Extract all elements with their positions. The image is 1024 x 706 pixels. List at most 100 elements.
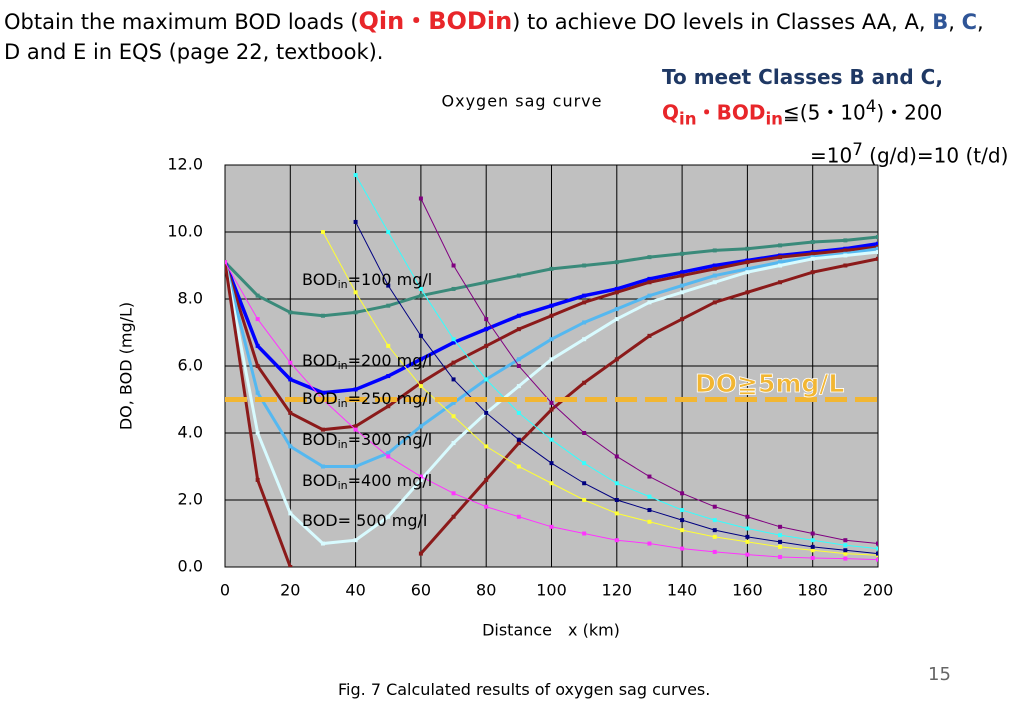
data-point [353, 424, 358, 429]
text: ≦(5・10 [783, 100, 866, 125]
data-point [549, 461, 554, 466]
data-point [255, 431, 260, 435]
data-point [843, 263, 848, 268]
data-point [549, 400, 554, 405]
text: BOD= 500 mg/l [302, 511, 427, 530]
data-point [516, 384, 521, 389]
data-point [386, 451, 391, 456]
caption: Fig. 7 Calculated results of oxygen sag … [338, 680, 711, 699]
data-point [745, 266, 750, 271]
data-point [582, 461, 587, 466]
data-point [288, 511, 293, 516]
data-point [680, 508, 685, 513]
text: )・200 [876, 100, 943, 125]
data-point [582, 431, 587, 435]
x-tick-label: 40 [345, 581, 365, 600]
y-tick-label: 2.0 [178, 490, 203, 509]
data-point [418, 333, 423, 338]
data-point [516, 410, 521, 415]
data-point [647, 519, 652, 524]
text: C [961, 10, 978, 34]
text: in [338, 479, 348, 492]
data-point [451, 263, 456, 268]
data-point [320, 313, 325, 318]
data-point [516, 514, 521, 519]
data-point [549, 407, 554, 412]
header: Obtain the maximum BOD loads (Qin・BODin)… [4, 6, 984, 67]
curve-label: BODin=100 mg/l [302, 270, 432, 292]
data-point [582, 498, 587, 502]
data-point [484, 377, 489, 382]
text: in [679, 109, 697, 129]
text: BOD [302, 270, 338, 289]
data-point [353, 387, 358, 392]
data-point [320, 541, 325, 546]
data-point [614, 307, 619, 312]
data-point [876, 541, 878, 546]
data-point [582, 300, 587, 305]
header-line: D and E in EQS (page 22, textbook). [4, 40, 384, 64]
data-point [647, 494, 652, 499]
data-point [876, 246, 878, 251]
data-point [810, 548, 815, 553]
text: =300 mg/l [348, 430, 433, 449]
text: , [977, 10, 984, 34]
curve-label: BOD= 500 mg/l [302, 511, 427, 530]
note-line: =107 (g/d)=10 (t/d) [662, 135, 1008, 171]
text: B [932, 10, 949, 34]
data-point [810, 270, 815, 275]
data-point [386, 404, 391, 409]
data-point [353, 464, 358, 469]
data-point [647, 541, 652, 546]
data-point [516, 273, 521, 278]
data-point [647, 508, 652, 513]
data-point [745, 290, 750, 295]
data-point [680, 251, 685, 256]
data-point [680, 283, 685, 288]
data-point [418, 196, 423, 201]
data-point [680, 528, 685, 533]
data-point [745, 270, 750, 275]
data-point [876, 551, 878, 556]
note-line: To meet Classes B and C, [662, 65, 943, 89]
x-tick-label: 160 [732, 581, 763, 600]
data-point [745, 552, 750, 557]
data-point [255, 477, 260, 482]
chart: Oxygen sag curve Distance x (km) DO, BOD… [117, 92, 894, 640]
x-tick-label: 120 [602, 581, 633, 600]
data-point [484, 504, 489, 509]
x-tick-label: 20 [280, 581, 300, 600]
chart-title: Oxygen sag curve [442, 92, 603, 111]
data-point [320, 427, 325, 432]
page-number: 15 [928, 664, 951, 685]
data-point [353, 173, 358, 178]
data-point [418, 474, 423, 479]
x-tick-label: 0 [220, 581, 230, 600]
header-line: Obtain the maximum BOD loads (Qin・BODin)… [4, 6, 984, 37]
data-line [322, 231, 878, 556]
data-point [288, 565, 293, 567]
data-point [225, 260, 227, 265]
data-point [386, 374, 391, 379]
data-point [451, 514, 456, 519]
data-point [484, 444, 489, 449]
text: 7 [852, 139, 863, 159]
data-point [418, 477, 423, 482]
data-point [549, 437, 554, 442]
data-point [712, 300, 717, 305]
data-point [516, 441, 521, 446]
data-point [778, 263, 783, 268]
data-point [614, 317, 619, 322]
data-point [810, 555, 815, 560]
data-point [843, 556, 848, 561]
data-point [712, 280, 717, 285]
data-point [255, 390, 260, 395]
text: =200 mg/l [348, 351, 433, 370]
data-point [614, 454, 619, 459]
data-point [353, 290, 358, 295]
data-point [647, 293, 652, 298]
data-point [647, 255, 652, 260]
data-point [549, 313, 554, 318]
data-point [451, 286, 456, 291]
